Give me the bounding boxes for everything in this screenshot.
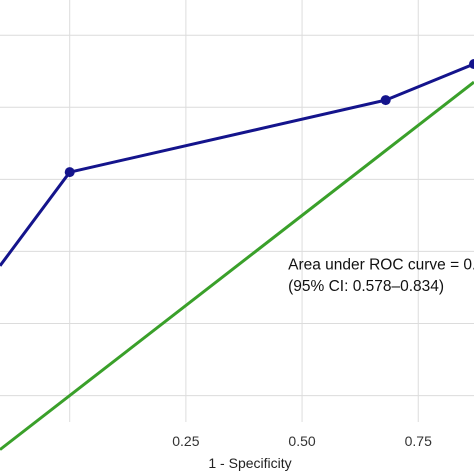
x-tick-labels: 0.25 0.50 0.75 <box>172 433 432 449</box>
roc-point-2 <box>469 59 474 70</box>
series-layer <box>0 59 474 451</box>
x-tick-label-0: 0.25 <box>172 433 199 449</box>
reference-diagonal-line <box>0 80 474 451</box>
roc-point-0 <box>64 167 75 178</box>
roc-curve-line <box>0 62 474 267</box>
x-tick-label-1: 0.50 <box>288 433 315 449</box>
grid <box>0 0 474 422</box>
x-tick-label-2: 0.75 <box>405 433 432 449</box>
annotation-auc: Area under ROC curve = 0.706 <box>288 256 474 273</box>
x-axis-label: 1 - Specificity <box>208 455 291 471</box>
roc-point-1 <box>380 95 391 106</box>
annotation-ci: (95% CI: 0.578–0.834) <box>288 278 444 295</box>
